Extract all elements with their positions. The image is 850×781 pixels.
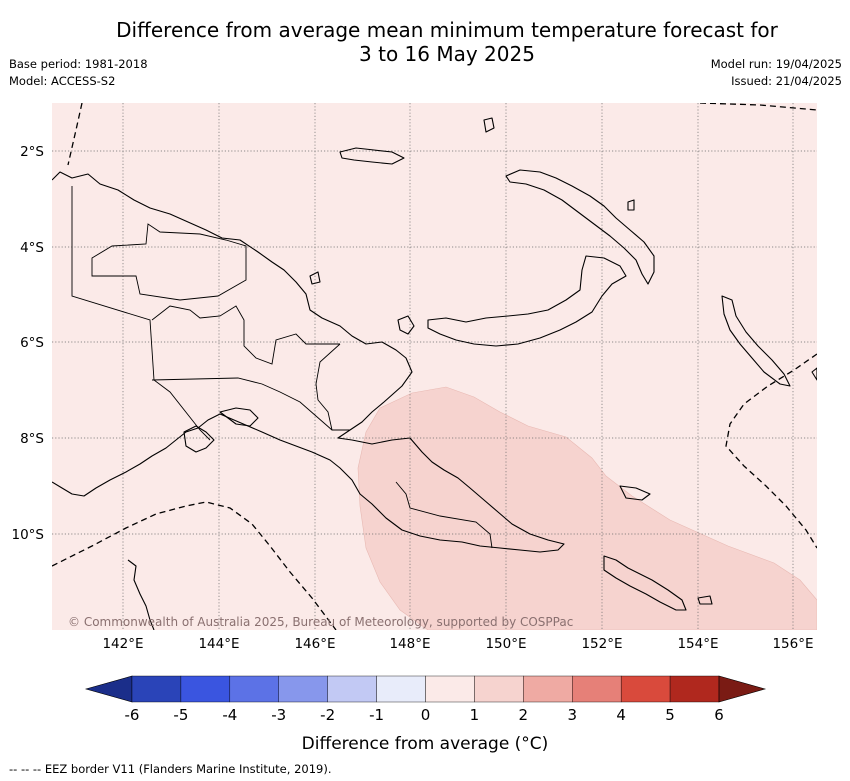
colorbar-tick-label: -6 — [125, 706, 140, 724]
colorbar-segment — [180, 675, 231, 703]
model-name: Model: ACCESS-S2 — [9, 74, 116, 88]
new-guinea-coast — [52, 171, 565, 553]
meta-right: Model run: 19/04/2025 Issued: 21/04/2025 — [711, 56, 842, 90]
map-panel: © Commonwealth of Australia 2025, Bureau… — [52, 103, 817, 630]
colorbar-tick-label: -5 — [173, 706, 188, 724]
lon-label-150e: 150°E — [485, 636, 526, 652]
colorbar-tick-label: -4 — [222, 706, 237, 724]
lon-label-154e: 154°E — [677, 636, 718, 652]
colorbar-segment — [523, 675, 573, 703]
title-line-2: 3 to 16 May 2025 — [359, 42, 535, 66]
province-border-south — [151, 377, 333, 431]
copyright-credit: © Commonwealth of Australia 2025, Bureau… — [68, 615, 573, 629]
colorbar-segment — [669, 675, 720, 703]
colorbar-tick-label: 2 — [519, 706, 529, 724]
colorbar-segment — [278, 675, 328, 703]
colorbar-tick-label: 3 — [567, 706, 577, 724]
province-border-milne — [395, 481, 493, 549]
colorbar-segment — [572, 675, 622, 703]
colorbar-segment — [131, 675, 182, 703]
lon-label-148e: 148°E — [389, 636, 430, 652]
coastlines — [52, 117, 817, 630]
lon-label-156e: 156°E — [772, 636, 813, 652]
colorbar-tick-label: 4 — [616, 706, 626, 724]
longitude-labels: 142°E 144°E 146°E 148°E 150°E 152°E 154°… — [102, 636, 813, 652]
base-period: Base period: 1981-2018 — [9, 57, 148, 71]
colorbar-tick-label: 1 — [470, 706, 480, 724]
anomaly-region-1-to-2 — [357, 386, 817, 630]
issued-date: Issued: 21/04/2025 — [731, 74, 842, 88]
lon-label-142e: 142°E — [102, 636, 143, 652]
colorbar: -6 -5 -4 -3 -2 -1 0 1 2 3 4 5 6 Difference from aver… — [84, 675, 767, 754]
lat-label-10s: 10°S — [12, 527, 45, 543]
meta-left: Base period: 1981-2018 Model: ACCESS-S2 — [9, 56, 148, 90]
colorbar-tick-label: -3 — [271, 706, 286, 724]
colorbar-tick-label: 6 — [714, 706, 724, 724]
colorbar-segment — [229, 675, 279, 703]
eez-east — [725, 353, 817, 549]
title-line-1: Difference from average mean minimum tem… — [116, 18, 778, 42]
lat-label-2s: 2°S — [20, 144, 44, 160]
colorbar-tick-label: -2 — [320, 706, 335, 724]
lon-label-146e: 146°E — [294, 636, 335, 652]
eez-border — [52, 103, 817, 630]
colorbar-extend-max — [718, 675, 767, 703]
lon-label-144e: 144°E — [198, 636, 239, 652]
latitude-labels: 2°S 4°S 6°S 8°S 10°S — [12, 144, 45, 543]
manus-coast — [339, 147, 405, 165]
colorbar-extend-min — [84, 675, 133, 703]
colorbar-segment — [474, 675, 524, 703]
colorbar-tick-label: 5 — [665, 706, 675, 724]
colorbar-segment — [376, 675, 426, 703]
new-britain-coast — [427, 255, 627, 347]
model-run: Model run: 19/04/2025 — [710, 57, 842, 71]
province-border-central — [315, 343, 350, 431]
colorbar-tick-label: 0 — [421, 706, 431, 724]
colorbar-title: Difference from average (°C) — [302, 734, 549, 754]
bougainville-coast — [721, 295, 791, 387]
province-border-highlands — [151, 305, 340, 365]
lat-label-4s: 4°S — [20, 240, 44, 256]
colorbar-segment — [425, 675, 475, 703]
colorbar-segment — [620, 675, 671, 703]
map-title: Difference from average mean minimum tem… — [0, 18, 850, 66]
lat-label-8s: 8°S — [20, 431, 44, 447]
eez-west — [67, 103, 83, 166]
eez-northeast — [699, 103, 817, 111]
eez-south-west — [52, 501, 337, 630]
province-border-west — [91, 223, 247, 301]
colorbar-segment — [327, 675, 377, 703]
colorbar-tick-label: -1 — [369, 706, 384, 724]
lon-label-152e: 152°E — [581, 636, 622, 652]
islands-small — [309, 117, 817, 611]
lat-label-6s: 6°S — [20, 335, 44, 351]
australia-cape-york — [127, 559, 155, 630]
province-borders — [71, 186, 493, 549]
new-ireland-coast — [505, 169, 655, 285]
eez-footnote: -- -- -- EEZ border V11 (Flanders Marine… — [9, 762, 332, 776]
